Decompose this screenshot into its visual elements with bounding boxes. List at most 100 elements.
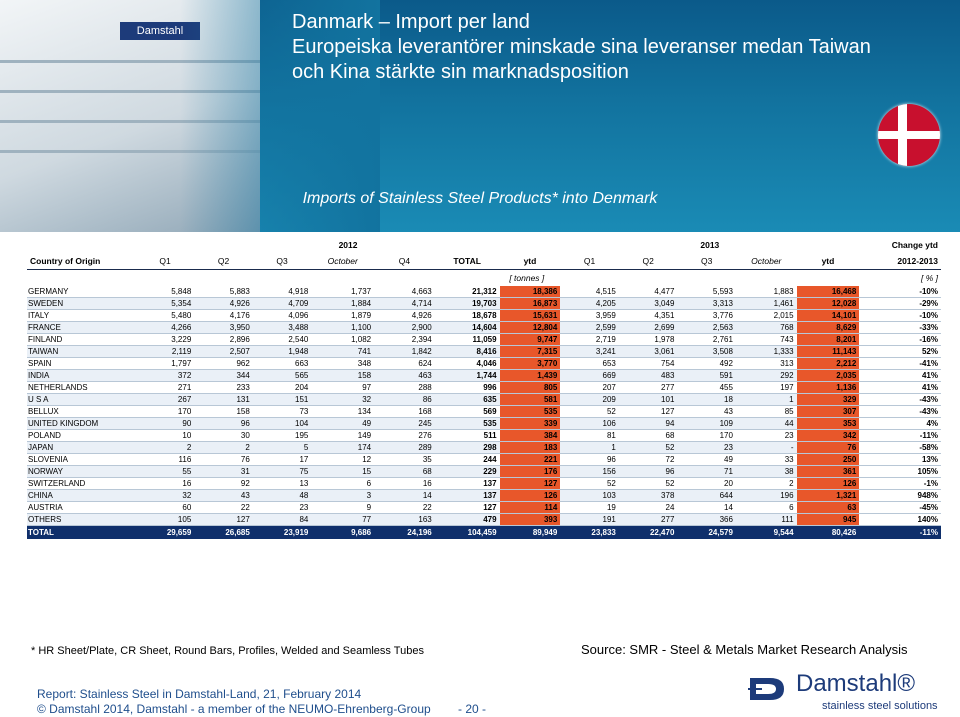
cell-2012-ytd: 384	[499, 429, 561, 442]
cell-2013-october: 1,333	[735, 345, 797, 358]
cell-2013-ytd: 307	[796, 405, 860, 418]
cell-2012-q4: 245	[374, 417, 435, 430]
cell-2013-ytd: 11,143	[796, 345, 860, 358]
country-cell: INDIA	[27, 369, 136, 382]
cell-2012-ytd: 16,873	[499, 297, 561, 310]
cell-2012-q1: 372	[135, 369, 195, 382]
change-cell: -16%	[859, 333, 941, 346]
cell-2013-q3: 5,593	[677, 286, 736, 298]
change-cell: -10%	[859, 309, 941, 322]
cell-2012-q3: 84	[252, 513, 312, 526]
cell-2013-q2: 24	[618, 501, 678, 514]
cell-2012-total: 4,046	[434, 357, 500, 370]
cell-2013-q3: 3,313	[677, 297, 736, 310]
cell-2012-q2: 2	[194, 441, 253, 454]
table-row: U S A 267 131 151 32 86 635 581 209 101 18 1 329 -43%	[27, 393, 941, 406]
change-cell: -10%	[859, 286, 941, 298]
cell-2012-ytd: 126	[499, 489, 561, 502]
cell-2012-october: 1,737	[311, 286, 375, 298]
title-line-2: Europeiska leverantörer minskade sina le…	[292, 36, 871, 58]
header-fade	[180, 0, 380, 232]
cell-2012-total: 127	[434, 501, 500, 514]
cell-2012-q2: 31	[194, 465, 253, 478]
cell-2012-q1: 29,659	[135, 525, 195, 539]
cell-2012-q2: 344	[194, 369, 253, 382]
cell-2012-q3: 5	[252, 441, 312, 454]
col-2013-q3: Q3	[677, 253, 736, 270]
cell-2012-q2: 43	[194, 489, 253, 502]
cell-2013-q2: 378	[618, 489, 678, 502]
cell-2012-ytd: 3,770	[499, 357, 561, 370]
cell-2013-q1: 191	[560, 513, 619, 526]
cell-2012-q4: 14	[374, 489, 435, 502]
cell-2012-q4: 4,663	[374, 286, 435, 298]
change-cell: 52%	[859, 345, 941, 358]
cell-2012-q3: 13	[252, 477, 312, 490]
cell-2013-october: -	[735, 441, 797, 454]
cell-2013-ytd: 1,136	[796, 381, 860, 394]
cell-2012-q4: 22	[374, 501, 435, 514]
cell-2012-october: 12	[311, 453, 375, 466]
country-cell: FINLAND	[27, 333, 136, 346]
cell-2013-october: 1,883	[735, 286, 797, 298]
country-cell: ITALY	[27, 309, 136, 322]
cell-2013-ytd: 361	[796, 465, 860, 478]
cell-2013-october: 2,015	[735, 309, 797, 322]
cell-2012-q2: 22	[194, 501, 253, 514]
cell-2013-q2: 2,699	[618, 321, 678, 334]
cell-2013-q3: 24,579	[677, 525, 736, 539]
cell-2013-q2: 52	[618, 441, 678, 454]
change-cell: -58%	[859, 441, 941, 454]
cell-2012-q3: 4,918	[252, 286, 312, 298]
country-cell: SLOVENIA	[27, 453, 136, 466]
table-subtitle: Imports of Stainless Steel Products* int…	[302, 190, 658, 207]
table-row: SLOVENIA 116 76 17 12 35 244 221 96 72 49 33 250 13%	[27, 453, 941, 466]
cell-2012-q4: 288	[374, 381, 435, 394]
country-cell: BELLUX	[27, 405, 136, 418]
cell-2013-october: 1	[735, 393, 797, 406]
country-cell: FRANCE	[27, 321, 136, 334]
cell-2012-q3: 23	[252, 501, 312, 514]
cell-2012-total: 137	[434, 489, 500, 502]
cell-2013-ytd: 126	[796, 477, 860, 490]
cell-2012-q3: 565	[252, 369, 312, 382]
cell-2013-q3: 71	[677, 465, 736, 478]
col-2012-q3: Q3	[252, 253, 312, 270]
cell-2013-q3: 3,776	[677, 309, 736, 322]
cell-2013-ytd: 2,035	[796, 369, 860, 382]
change-cell: -11%	[859, 525, 941, 539]
unit-percent: [ % ]	[920, 273, 938, 283]
cell-2012-q4: 86	[374, 393, 435, 406]
cell-2012-october: 149	[311, 429, 375, 442]
cell-2012-october: 741	[311, 345, 375, 358]
cell-2012-q4: 68	[374, 465, 435, 478]
cell-2013-ytd: 12,028	[796, 297, 860, 310]
country-cell: UNITED KINGDOM	[27, 417, 136, 430]
cell-2012-october: 348	[311, 357, 375, 370]
cell-2012-ytd: 9,747	[499, 333, 561, 346]
cell-2012-october: 9,686	[311, 525, 375, 539]
cell-2012-ytd: 127	[499, 477, 561, 490]
cell-2012-ytd: 89,949	[499, 525, 561, 539]
table-row: POLAND 10 30 195 149 276 511 384 81 68 170 23 342 -11…	[27, 429, 941, 442]
cell-2012-q3: 23,919	[252, 525, 312, 539]
cell-2013-ytd: 8,629	[796, 321, 860, 334]
header-row-columns: Country of Origin Q1 Q2 Q3 October Q4 TO…	[27, 253, 941, 270]
cell-2013-q2: 96	[618, 465, 678, 478]
cell-2012-october: 49	[311, 417, 375, 430]
imports-table: 2012 2013 Change ytd Country of Origin Q…	[27, 237, 941, 539]
cell-2013-q2: 483	[618, 369, 678, 382]
total-row: TOTAL 29,659 26,685 23,919 9,686 24,196 104,45…	[27, 525, 941, 539]
cell-2012-q2: 131	[194, 393, 253, 406]
cell-2013-q1: 23,833	[560, 525, 619, 539]
cell-2013-ytd: 80,426	[796, 525, 860, 539]
table-row: TAIWAN 2,119 2,507 1,948 741 1,842 8,416 7,315 3…	[27, 345, 941, 358]
country-cell: SPAIN	[27, 357, 136, 370]
country-cell: TAIWAN	[27, 345, 136, 358]
cell-2013-october: 38	[735, 465, 797, 478]
cell-2012-q2: 4,176	[194, 309, 253, 322]
cell-2012-ytd: 15,631	[499, 309, 561, 322]
table-row: SWITZERLAND 16 92 13 6 16 137 127 52 52 20 2 126 -1%	[27, 477, 941, 490]
country-cell: AUSTRIA	[27, 501, 136, 514]
change-cell: -33%	[859, 321, 941, 334]
